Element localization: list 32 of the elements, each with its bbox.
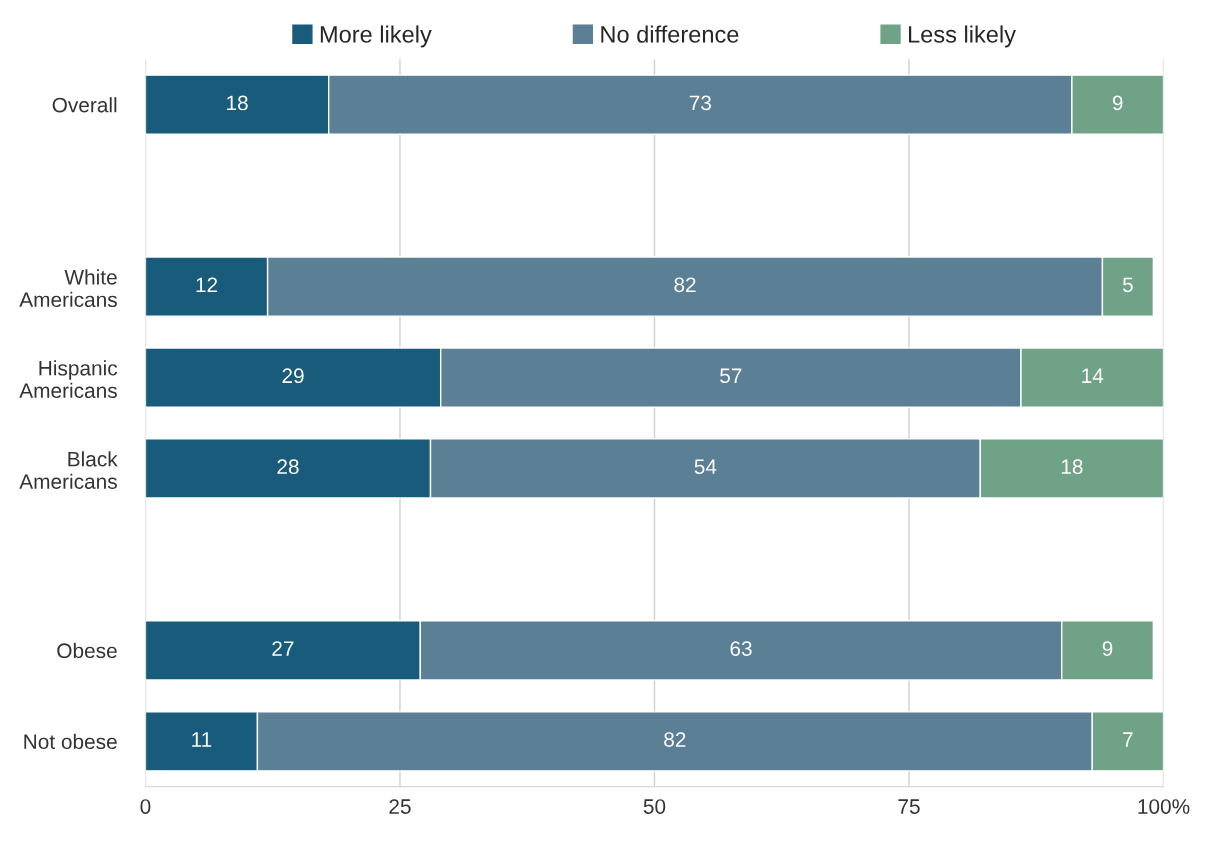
legend-label: More likely <box>320 25 432 48</box>
y-tick-label: Hispanic Americans <box>19 360 118 399</box>
data-label: 57 <box>720 368 742 384</box>
data-label: 9 <box>1112 95 1123 111</box>
data-label: 27 <box>272 641 294 656</box>
data-label: 11 <box>192 732 212 747</box>
y-tick-label: Overall <box>52 97 117 113</box>
data-label: 82 <box>664 732 686 747</box>
legend-label: Less likely <box>909 25 1016 48</box>
data-label: 28 <box>277 459 299 475</box>
x-tick-label: 100% <box>1138 799 1190 814</box>
x-tick-label: 25 <box>389 799 411 814</box>
x-tick-label: 0 <box>140 799 151 814</box>
data-label: 14 <box>1082 368 1104 383</box>
x-tick-label: 75 <box>898 799 920 814</box>
data-label: 54 <box>694 459 717 475</box>
data-label: 5 <box>1122 277 1133 293</box>
y-tick-label: Black Americans <box>19 451 118 489</box>
legend-label: No difference <box>601 25 739 43</box>
data-label: 18 <box>1061 459 1083 475</box>
data-label: 82 <box>674 277 696 293</box>
data-label: 7 <box>1123 732 1133 747</box>
data-label: 18 <box>227 95 248 111</box>
data-label: 29 <box>282 368 304 384</box>
data-label: 9 <box>1102 641 1113 656</box>
data-label: 63 <box>730 641 752 656</box>
y-tick-label: Not obese <box>24 733 117 750</box>
y-tick-label: Obese <box>57 642 117 659</box>
data-label: 12 <box>196 277 218 292</box>
data-label: 73 <box>689 95 711 111</box>
x-tick-label: 50 <box>643 799 666 814</box>
y-tick-label: White Americans <box>19 269 117 308</box>
